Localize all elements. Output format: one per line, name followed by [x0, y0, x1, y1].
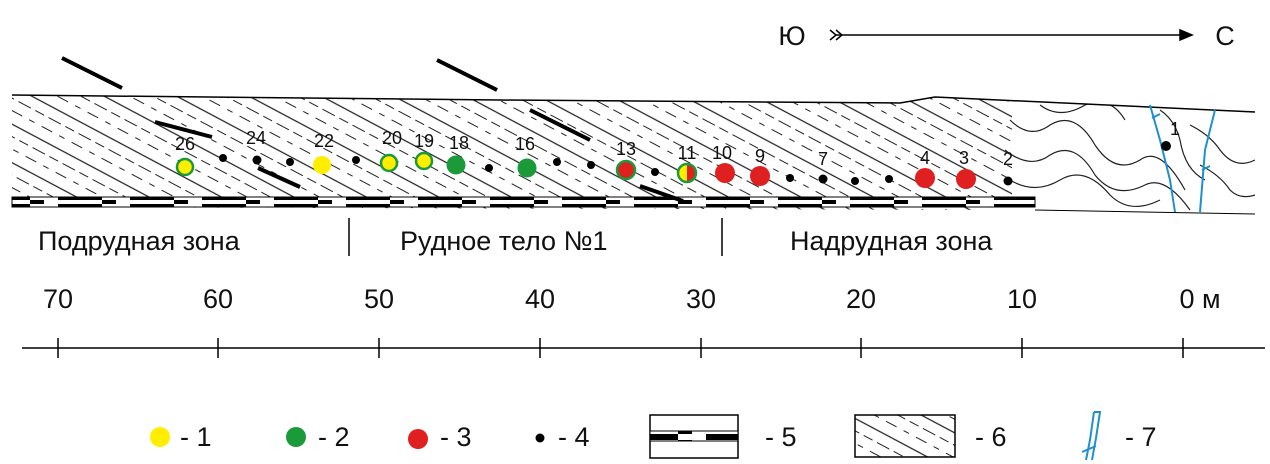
base — [1034, 209, 1256, 215]
ore-band — [11, 196, 1036, 208]
direction-arrow — [829, 28, 1194, 42]
sample-label: 16 — [515, 134, 535, 154]
sample-label: 4 — [920, 148, 930, 168]
legend-label: - 2 — [318, 422, 350, 452]
sample-label: 18 — [449, 133, 469, 153]
north-label: С — [1215, 21, 1235, 51]
section — [12, 95, 1255, 212]
sample-labels: 26 24 22 20 19 18 16 13 11 10 9 7 4 3 2 … — [175, 119, 1180, 169]
sample-label: 10 — [712, 143, 732, 163]
sample-label: 20 — [382, 128, 402, 148]
sample-label: 11 — [678, 143, 697, 163]
sample-label: 19 — [414, 131, 434, 151]
sample-label: 2 — [1003, 149, 1013, 169]
legend-label: - 7 — [1125, 422, 1157, 452]
faults — [61, 56, 684, 203]
samples — [175, 141, 1171, 189]
scale: 70 60 50 40 30 20 10 0 м — [22, 284, 1265, 358]
zone-label: Подрудная зона — [38, 226, 241, 256]
scale-label: 0 м — [1179, 284, 1220, 314]
sample-label: 13 — [616, 139, 636, 159]
scale-label: 20 — [846, 284, 876, 314]
surface — [11, 94, 1256, 113]
sample-label: 7 — [818, 149, 828, 169]
sample-label: 1 — [1170, 119, 1180, 139]
scale-label: 50 — [364, 284, 394, 314]
legend-label: - 3 — [440, 422, 472, 452]
legend-label: - 1 — [180, 422, 212, 452]
zone-label: Надрудная зона — [790, 226, 993, 256]
sample-label: 22 — [314, 131, 334, 151]
scale-label: 10 — [1007, 284, 1037, 314]
zone-label: Рудное тело №1 — [400, 226, 608, 256]
legend-label: - 6 — [975, 422, 1007, 452]
legend: - 1 - 2 - 3 - 4 - 5 - 6 - 7 — [150, 411, 1157, 461]
south-label: Ю — [778, 21, 805, 51]
legend-label: - 4 — [558, 422, 590, 452]
sample-label: 26 — [175, 134, 195, 154]
scale-label: 70 — [43, 284, 73, 314]
sample-label: 24 — [246, 128, 266, 148]
veins — [1149, 104, 1216, 213]
sample-label: 9 — [755, 146, 765, 166]
scale-label: 40 — [525, 284, 555, 314]
scale-label: 30 — [686, 284, 716, 314]
legend-label: - 5 — [765, 422, 797, 452]
scale-label: 60 — [203, 284, 233, 314]
zone-dividers — [348, 218, 723, 256]
sample-label: 3 — [959, 148, 969, 168]
